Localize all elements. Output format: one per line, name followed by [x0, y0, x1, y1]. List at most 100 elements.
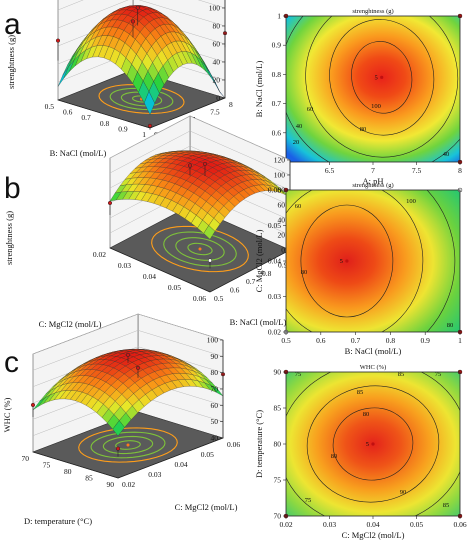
grid-line — [32, 346, 224, 387]
grid-line — [109, 115, 291, 161]
contour-label: 75 — [435, 371, 442, 378]
y-axis-label: D: temperature (°C) — [254, 410, 264, 478]
y-tick-label: 0.5 — [214, 294, 224, 303]
z-tick-label: 40 — [278, 216, 286, 225]
x-tick-label: 90 — [107, 480, 115, 489]
surface-cell — [203, 225, 216, 240]
x-axis-label: C: MgCl2 (mol/L) — [39, 319, 102, 329]
center-point — [380, 75, 384, 79]
contour-label: 85 — [357, 389, 364, 396]
plot-title: WHC (%) — [360, 364, 387, 371]
x-tick-label: 1 — [142, 130, 146, 139]
y-tick-label: 1 — [277, 12, 281, 21]
z-tick-label: 80 — [211, 368, 219, 377]
center-point-label: 5 — [374, 74, 377, 81]
design-point — [130, 19, 136, 24]
y-tick-label: 0.8 — [262, 269, 272, 278]
x-tick-label: 0.03 — [118, 261, 131, 270]
y-tick-label: 0.05 — [268, 221, 281, 230]
x-axis-label: C: MgCl2 (mol/L) — [342, 530, 405, 540]
contour-line — [332, 407, 414, 481]
y-tick-label: 0.04 — [175, 460, 188, 469]
y-tick-label: 70 — [274, 512, 282, 521]
floor-contour — [175, 237, 225, 261]
plot-title: strenghtness (g) — [352, 182, 393, 189]
surface-cell — [144, 91, 155, 115]
y-tick-label: 0.8 — [272, 70, 282, 79]
x-tick-label: 70 — [22, 454, 30, 463]
design-point — [207, 258, 213, 263]
z-axis-label: WHC (%) — [2, 397, 12, 432]
y-tick-label: 0.02 — [268, 328, 281, 337]
grid-line — [57, 0, 226, 11]
surface-plot-c: 40 50 60 70 80 90 100 90 85 80 75 70 0.02 0.03 0.04 0.0… — [2, 313, 240, 526]
contour-label: 80 — [363, 411, 370, 418]
contour-label: 80 — [447, 322, 454, 329]
axis-x — [32, 451, 119, 479]
heatmap-background — [286, 190, 460, 332]
x-tick-label: 1 — [458, 336, 462, 345]
z-tick-label: 40 — [211, 434, 219, 443]
contour-label: 40 — [443, 151, 450, 158]
x-tick-label: 75 — [43, 461, 51, 470]
surface-plot-a: 02040608010012010.90.80.70.60.566.577.58… — [6, 0, 249, 158]
contour-label: 80 — [360, 126, 367, 133]
grid-line — [57, 0, 226, 29]
design-point — [147, 123, 153, 128]
x-tick-label: 0.8 — [386, 336, 396, 345]
contour-line — [306, 385, 440, 503]
z-tick-label: 100 — [274, 171, 286, 180]
x-tick-label: 0.06 — [453, 520, 466, 529]
z-tick-label: 60 — [213, 40, 221, 49]
z-tick-label: 80 — [278, 186, 286, 195]
y-tick-label: 0.9 — [272, 41, 282, 50]
y-tick-label: 0.06 — [227, 440, 240, 449]
grid-line — [109, 130, 291, 176]
contour-plot-a: 1008060402040566.577.580.50.60.70.80.91s… — [254, 8, 463, 186]
axis-y — [117, 437, 224, 479]
z-tick-label: 50 — [211, 417, 219, 426]
x-tick-label: 0.6 — [63, 108, 73, 117]
center-point — [345, 259, 349, 263]
floor-center-point — [126, 443, 130, 447]
y-tick-label: 0.9 — [278, 260, 288, 269]
y-axis-label: B: NaCl (mol/L) — [254, 61, 264, 118]
contour-label: 100 — [371, 103, 381, 110]
contour-label: 90 — [400, 489, 407, 496]
contour-label: 85 — [443, 502, 450, 509]
floor-contour — [78, 427, 178, 463]
z-axis-label: strenghtness (g) — [4, 211, 14, 265]
y-tick-label: 0.7 — [246, 277, 256, 286]
design-point — [55, 38, 61, 43]
contour-label: 75 — [305, 497, 312, 504]
y-tick-label: 0.6 — [272, 128, 282, 137]
panel-letter-a: a — [4, 8, 21, 41]
plot-area: 100 80 60 80 5 — [286, 190, 460, 332]
panel-letters: a b c — [4, 8, 21, 379]
plot-area: 85 85 80 80 90 75 75 75 85 5 — [286, 371, 460, 516]
panel-letter-b: b — [4, 172, 21, 205]
x-tick-label: 85 — [85, 474, 93, 483]
heatmap-background — [286, 16, 460, 162]
contour-label: 60 — [295, 203, 302, 210]
x-tick-label: 0.5 — [281, 336, 291, 345]
contour-label: 100 — [406, 198, 416, 205]
x-tick-label: 0.02 — [279, 520, 292, 529]
x-tick-label: 0.03 — [323, 520, 336, 529]
x-tick-label: 0.04 — [143, 272, 156, 281]
center-point — [371, 442, 375, 446]
plot-area: 100 80 60 40 20 40 5 — [286, 16, 460, 162]
z-tick-label: 20 — [278, 231, 286, 240]
design-point — [202, 161, 208, 166]
contour-line — [426, 190, 456, 332]
contour-label: 80 — [301, 269, 308, 276]
x-tick-label: 7.5 — [412, 166, 422, 175]
axis-y — [149, 97, 226, 129]
plot-title: strenghtness (g) — [352, 8, 393, 15]
contour-line — [329, 19, 435, 136]
x-tick-label: 0.04 — [366, 520, 379, 529]
y-tick-label: 7.5 — [210, 108, 220, 117]
y-tick-label: 85 — [274, 404, 282, 413]
